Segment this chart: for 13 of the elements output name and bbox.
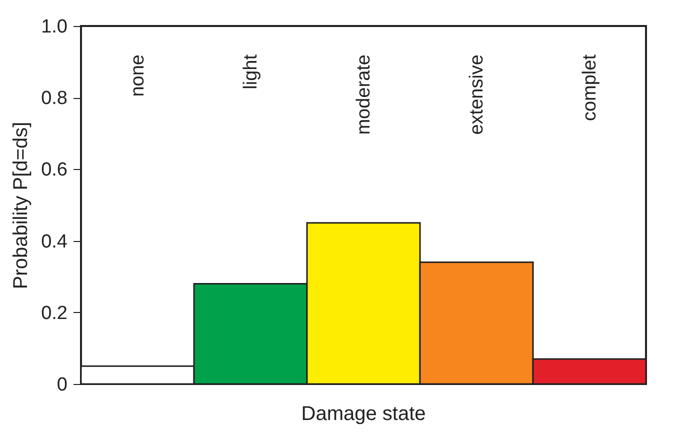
- y-tick-label: 0.4: [41, 231, 68, 252]
- x-tick-label: none: [128, 54, 148, 97]
- y-axis-title: Probability P[d=ds]: [10, 122, 32, 290]
- y-tick-label: 0.2: [41, 302, 68, 324]
- x-tick-label: complet: [580, 54, 600, 122]
- x-tick-label: light: [240, 54, 262, 90]
- y-tick-label: 0.8: [41, 88, 68, 110]
- y-tick-label: 0: [56, 374, 68, 396]
- x-axis-title: Damage state: [301, 403, 426, 425]
- x-tick-label: moderate: [354, 54, 374, 135]
- y-tick-label: 0.6: [41, 160, 68, 181]
- y-tick-label: 1.0: [41, 16, 68, 38]
- x-tick-label: extensive: [466, 54, 488, 135]
